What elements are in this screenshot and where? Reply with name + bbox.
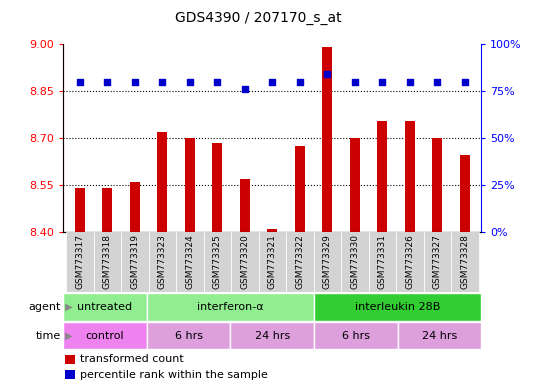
Bar bbox=[286, 232, 313, 292]
Bar bbox=[176, 232, 204, 292]
Bar bbox=[314, 322, 398, 349]
Text: GSM773324: GSM773324 bbox=[185, 234, 194, 289]
Point bbox=[268, 79, 277, 85]
Text: time: time bbox=[35, 331, 60, 341]
Point bbox=[213, 79, 222, 85]
Bar bbox=[102, 189, 112, 232]
Text: GSM773320: GSM773320 bbox=[240, 234, 249, 289]
Text: transformed count: transformed count bbox=[80, 354, 184, 364]
Bar bbox=[368, 232, 396, 292]
Point bbox=[185, 79, 194, 85]
Text: untreated: untreated bbox=[78, 302, 133, 312]
Point bbox=[378, 79, 387, 85]
Bar bbox=[130, 182, 140, 232]
Text: 6 hrs: 6 hrs bbox=[342, 331, 370, 341]
Bar bbox=[147, 322, 230, 349]
Bar bbox=[65, 355, 75, 364]
Text: GSM773328: GSM773328 bbox=[460, 234, 469, 289]
Bar bbox=[212, 143, 222, 232]
Bar bbox=[157, 132, 167, 232]
Bar bbox=[377, 121, 387, 232]
Bar bbox=[451, 232, 478, 292]
Text: GSM773318: GSM773318 bbox=[103, 234, 112, 289]
Bar bbox=[148, 232, 176, 292]
Text: agent: agent bbox=[28, 302, 60, 312]
Bar bbox=[424, 232, 451, 292]
Bar bbox=[267, 229, 277, 232]
Bar bbox=[295, 146, 305, 232]
Text: GSM773321: GSM773321 bbox=[268, 234, 277, 289]
Bar bbox=[94, 232, 121, 292]
Bar bbox=[147, 293, 314, 321]
Bar bbox=[258, 232, 286, 292]
Text: interleukin 28B: interleukin 28B bbox=[355, 302, 441, 312]
Bar bbox=[204, 232, 231, 292]
Text: 24 hrs: 24 hrs bbox=[422, 331, 457, 341]
Bar bbox=[65, 370, 75, 379]
Bar bbox=[63, 293, 147, 321]
Bar bbox=[63, 322, 147, 349]
Bar bbox=[314, 232, 341, 292]
Point bbox=[75, 79, 84, 85]
Bar bbox=[240, 179, 250, 232]
Point bbox=[158, 79, 167, 85]
Bar bbox=[460, 156, 470, 232]
Bar bbox=[396, 232, 424, 292]
Point bbox=[405, 79, 414, 85]
Text: percentile rank within the sample: percentile rank within the sample bbox=[80, 369, 268, 379]
Text: GSM773322: GSM773322 bbox=[295, 234, 304, 289]
Text: GSM773325: GSM773325 bbox=[213, 234, 222, 289]
Point bbox=[323, 71, 332, 77]
Text: interferon-α: interferon-α bbox=[197, 302, 264, 312]
Point bbox=[433, 79, 442, 85]
Text: GSM773329: GSM773329 bbox=[323, 234, 332, 289]
Point bbox=[130, 79, 139, 85]
Text: GDS4390 / 207170_s_at: GDS4390 / 207170_s_at bbox=[175, 11, 342, 25]
Bar bbox=[231, 232, 258, 292]
Bar bbox=[322, 47, 332, 232]
Bar bbox=[405, 121, 415, 232]
Text: 6 hrs: 6 hrs bbox=[175, 331, 202, 341]
Text: 24 hrs: 24 hrs bbox=[255, 331, 290, 341]
Text: GSM773319: GSM773319 bbox=[130, 234, 139, 289]
Text: GSM773331: GSM773331 bbox=[378, 234, 387, 289]
Text: GSM773317: GSM773317 bbox=[75, 234, 84, 289]
Text: GSM773323: GSM773323 bbox=[158, 234, 167, 289]
Point bbox=[240, 86, 249, 93]
Bar bbox=[185, 138, 195, 232]
Bar bbox=[398, 322, 481, 349]
Text: GSM773327: GSM773327 bbox=[433, 234, 442, 289]
Bar bbox=[341, 232, 368, 292]
Text: GSM773326: GSM773326 bbox=[405, 234, 414, 289]
Text: ▶: ▶ bbox=[62, 302, 72, 312]
Bar bbox=[350, 138, 360, 232]
Point bbox=[460, 79, 469, 85]
Text: GSM773330: GSM773330 bbox=[350, 234, 359, 289]
Bar bbox=[75, 189, 85, 232]
Bar bbox=[121, 232, 148, 292]
Bar bbox=[314, 293, 481, 321]
Text: control: control bbox=[86, 331, 124, 341]
Bar bbox=[66, 232, 94, 292]
Point bbox=[103, 79, 112, 85]
Bar bbox=[432, 138, 442, 232]
Point bbox=[295, 79, 304, 85]
Text: ▶: ▶ bbox=[62, 331, 72, 341]
Point bbox=[350, 79, 359, 85]
Bar bbox=[230, 322, 314, 349]
